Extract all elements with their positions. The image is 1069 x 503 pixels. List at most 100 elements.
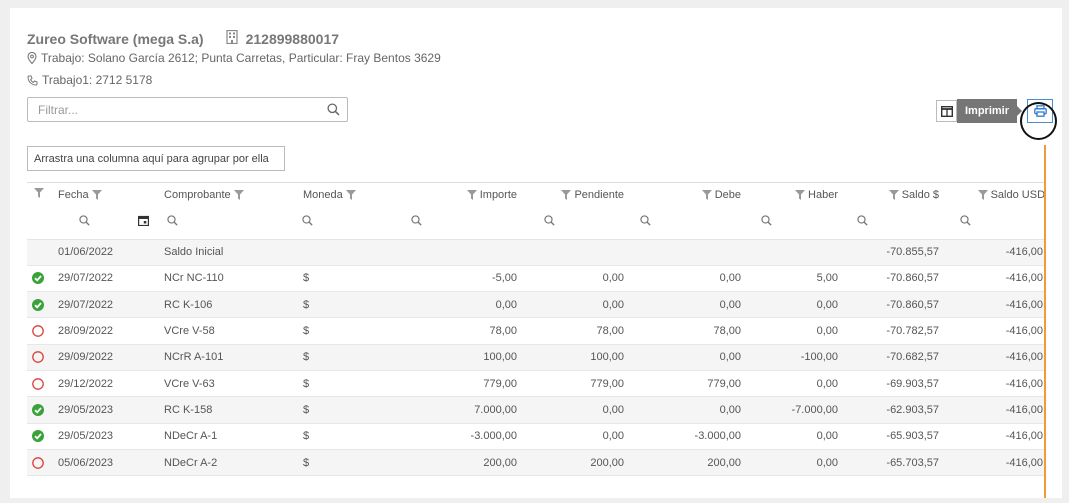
cell-importe: -5,00	[397, 265, 524, 293]
table-row[interactable]: 29/07/2022 RC K-106 $0,00 0,00 0,00 0,00 -70.8…	[27, 291, 1046, 319]
cell-moneda: $	[297, 396, 398, 424]
filter-icon[interactable]	[561, 189, 572, 200]
cell-fecha: 29/07/2022	[53, 265, 165, 293]
col-header-moneda[interactable]: Moneda	[297, 183, 397, 206]
cell-pendiente: 779,00	[523, 370, 631, 398]
cell-comprobante[interactable]: NDeCr A-1	[164, 423, 298, 450]
cell-saldo: -70.782,57	[844, 317, 946, 345]
search-cell-fecha[interactable]	[53, 206, 138, 240]
table-row[interactable]: 29/05/2023 NDeCr A-1 $ -3.000,00 0,00 -3.000,…	[27, 423, 1046, 450]
table-row[interactable]: 29/07/2022 NCr NC-110 $ -5,00 0,00 0,00 5,00 -7…	[27, 265, 1046, 293]
cell-moneda: $	[297, 423, 398, 450]
col-header-saldo-usd[interactable]: Saldo USD	[945, 183, 1045, 206]
search-icon[interactable]	[640, 215, 651, 226]
filter-icon[interactable]	[466, 189, 477, 200]
cell-saldo-usd: -416,00	[945, 344, 1046, 371]
column-search-row	[27, 206, 1046, 240]
cell-moneda	[297, 239, 398, 266]
search-icon[interactable]	[411, 215, 422, 226]
cell-saldo: -70.860,57	[844, 265, 946, 293]
cell-importe: 779,00	[397, 370, 524, 398]
cell-comprobante[interactable]: VCre V-58	[164, 317, 298, 345]
cell-comprobante[interactable]: RC K-106	[164, 291, 298, 319]
phone-text: Trabajo1: 2712 5178	[42, 73, 153, 87]
filter-icon[interactable]	[34, 188, 44, 198]
filter-input[interactable]	[28, 98, 318, 121]
status-ok-icon	[27, 265, 53, 293]
cell-debe: -3.000,00	[630, 423, 748, 450]
filter-icon[interactable]	[345, 189, 356, 200]
cell-comprobante[interactable]: NCr NC-110	[164, 265, 298, 293]
cell-haber: 5,00	[747, 265, 845, 293]
search-cell-saldo[interactable]	[844, 206, 946, 240]
filter-icon[interactable]	[977, 189, 988, 200]
search-cell-debe[interactable]	[630, 206, 748, 240]
search-icon[interactable]	[167, 215, 178, 226]
filter-icon[interactable]	[794, 189, 805, 200]
search-cell-haber[interactable]	[747, 206, 845, 240]
cell-debe: 0,00	[630, 265, 748, 293]
col-header-debe[interactable]: Debe	[630, 183, 747, 206]
cell-debe	[630, 239, 748, 266]
table-row[interactable]: 28/09/2022 VCre V-58 $78,00 78,00 78,00 0,00-…	[27, 317, 1046, 345]
address-line: Trabajo: Solano García 2612; Punta Carre…	[27, 51, 441, 65]
cell-fecha: 29/07/2022	[53, 291, 165, 319]
cell-comprobante[interactable]: NCrR A-101	[164, 344, 298, 371]
cell-comprobante[interactable]: VCre V-63	[164, 370, 298, 398]
cell-haber	[747, 239, 845, 266]
phone-line: Trabajo1: 2712 5178	[27, 73, 152, 87]
search-cell-importe[interactable]	[397, 206, 524, 240]
search-icon[interactable]	[544, 215, 555, 226]
search-icon[interactable]	[857, 215, 868, 226]
group-by-panel[interactable]: Arrastra una columna aquí para agrupar p…	[27, 146, 285, 171]
col-header-comprobante[interactable]: Comprobante	[164, 183, 297, 206]
cell-importe: 0,00	[397, 291, 524, 319]
col-header-fecha[interactable]: Fecha	[53, 183, 164, 206]
table-row[interactable]: 05/06/2023 NDeCr A-2 $200,00 200,00 200,00 0,…	[27, 449, 1046, 477]
cell-fecha: 29/05/2023	[53, 396, 165, 424]
cell-fecha: 01/06/2022	[53, 239, 165, 266]
cell-saldo-usd: -416,00	[945, 370, 1046, 398]
filter-icon[interactable]	[888, 189, 899, 200]
search-cell-comprobante[interactable]	[164, 206, 298, 240]
cell-pendiente: 200,00	[523, 449, 631, 477]
cell-importe: 78,00	[397, 317, 524, 345]
cell-moneda: $	[297, 291, 398, 319]
col-header-moneda-label: Moneda	[303, 188, 343, 201]
filter-icon[interactable]	[233, 189, 244, 200]
col-header-saldo[interactable]: Saldo $	[844, 183, 945, 206]
col-header-pendiente[interactable]: Pendiente	[523, 183, 630, 206]
column-chooser-button[interactable]	[936, 100, 957, 122]
filter-icon[interactable]	[91, 189, 102, 200]
filter-box[interactable]	[27, 97, 348, 122]
company-name: Zureo Software (mega S.a)	[27, 30, 204, 47]
search-icon[interactable]	[761, 215, 772, 226]
cell-comprobante[interactable]: RC K-158	[164, 396, 298, 424]
col-header-haber[interactable]: Haber	[747, 183, 844, 206]
building-icon	[225, 29, 238, 47]
cell-pendiente: 0,00	[523, 291, 631, 319]
filter-icon[interactable]	[701, 189, 712, 200]
search-icon[interactable]	[302, 215, 313, 226]
search-icon[interactable]	[327, 103, 340, 121]
search-cell-moneda[interactable]	[297, 206, 398, 240]
table-row[interactable]: 29/12/2022 VCre V-63 $779,00 779,00 779,00 0,…	[27, 370, 1046, 398]
cell-debe: 779,00	[630, 370, 748, 398]
table-row[interactable]: 29/05/2023 RC K-158 $7.000,00 0,00 0,00 -7.00…	[27, 396, 1046, 424]
search-cell-saldo-usd[interactable]	[945, 206, 1046, 240]
cell-saldo-usd: -416,00	[945, 265, 1046, 293]
cell-comprobante[interactable]: NDeCr A-2	[164, 449, 298, 477]
status-col-header[interactable]	[27, 183, 53, 206]
search-icon[interactable]	[960, 215, 971, 226]
cell-moneda: $	[297, 370, 398, 398]
date-picker-cell[interactable]	[138, 206, 165, 240]
col-header-importe[interactable]: Importe	[397, 183, 523, 206]
status-pending-icon	[27, 370, 53, 398]
table-row[interactable]: 29/09/2022 NCrR A-101 $100,00 100,00 0,00 -10…	[27, 344, 1046, 371]
table-row[interactable]: 01/06/2022 Saldo Inicial -70.855,57 -416,00	[27, 239, 1046, 266]
search-icon[interactable]	[79, 215, 90, 226]
cell-comprobante[interactable]: Saldo Inicial	[164, 239, 298, 266]
calendar-icon[interactable]	[138, 215, 150, 227]
search-cell-pendiente[interactable]	[523, 206, 631, 240]
print-tooltip: Imprimir	[957, 99, 1023, 123]
